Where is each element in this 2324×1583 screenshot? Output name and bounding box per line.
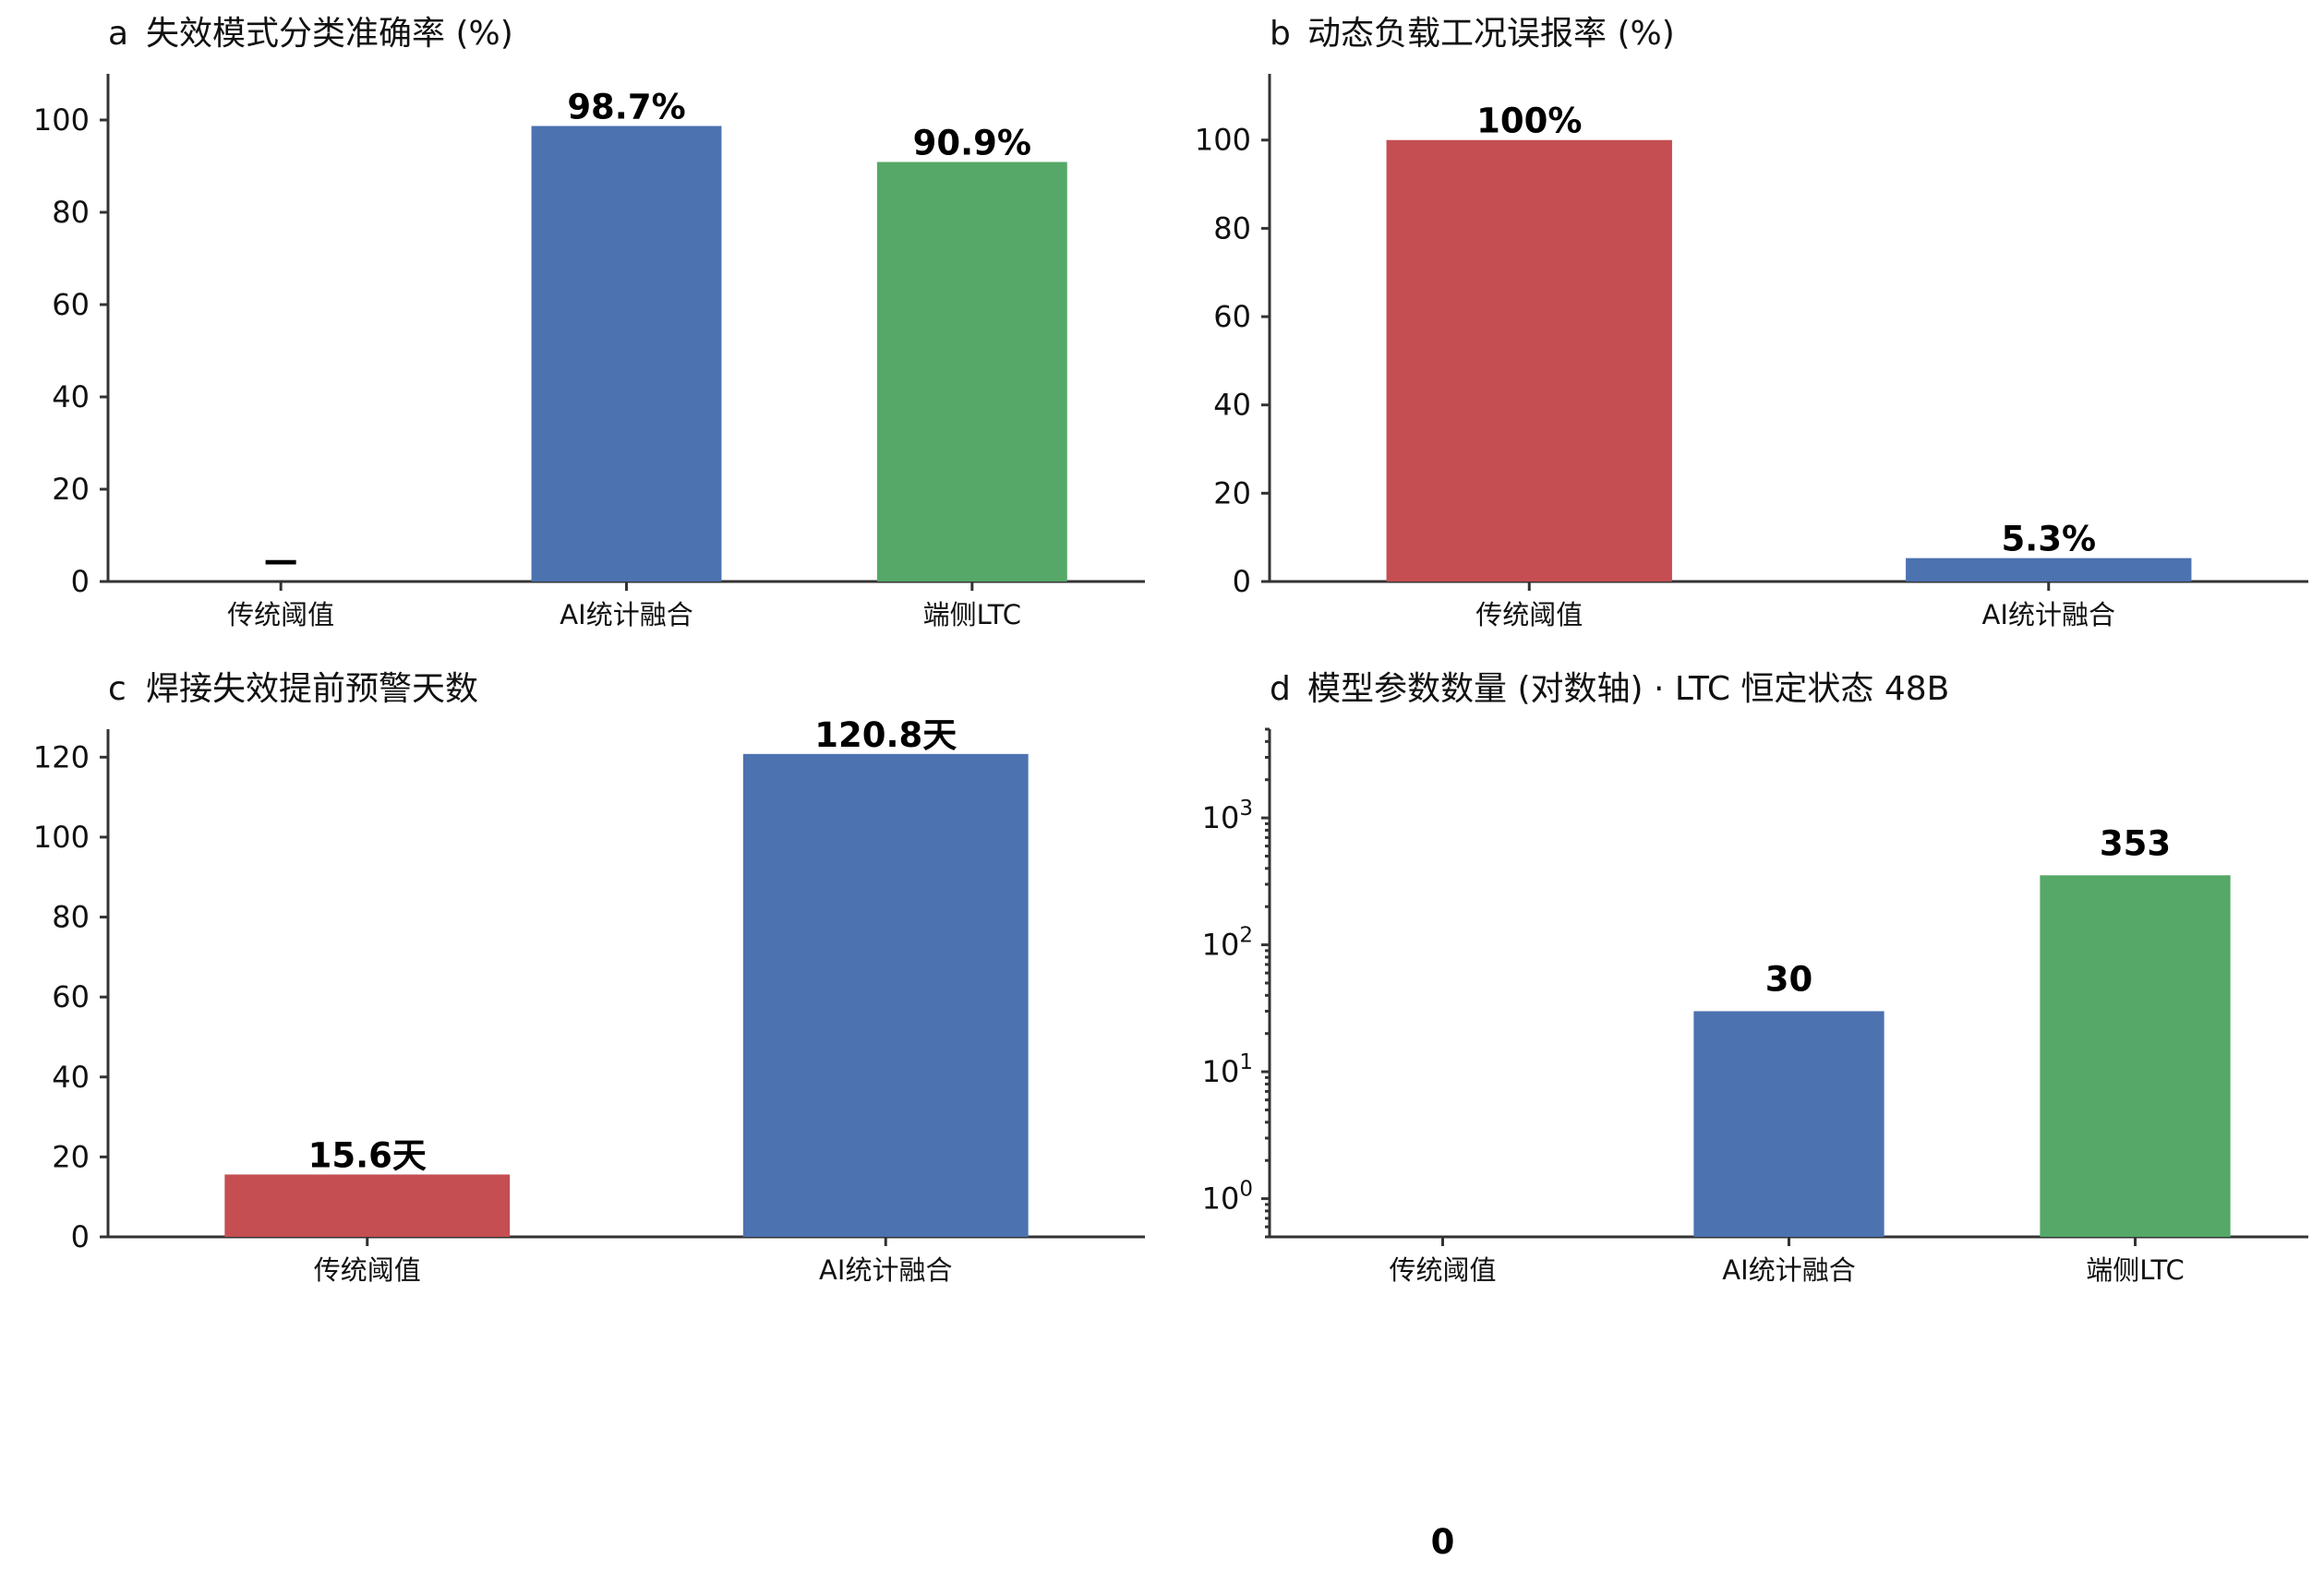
panel-letter: c: [108, 670, 126, 708]
panel-title: 失效模式分类准确率 (%): [146, 15, 513, 53]
x-tick-label: 传统阈值: [227, 599, 334, 630]
y-tick-label: 103: [1202, 797, 1253, 835]
bar: [1386, 139, 1672, 582]
data-label: —: [264, 541, 298, 581]
y-tick-label: 40: [52, 379, 90, 414]
panel-letter: a: [108, 15, 128, 53]
data-label: 0: [1431, 1522, 1455, 1562]
y-tick-label: 100: [1195, 123, 1251, 158]
y-tick-label: 80: [52, 195, 90, 230]
bar: [224, 1174, 511, 1237]
y-tick-label: 40: [1213, 388, 1251, 423]
y-tick-label: 100: [1202, 1178, 1253, 1217]
panel-d: d 模型参数数量 (对数轴) · LTC 恒定状态 48B 100 101 102 103…: [1202, 670, 2308, 1562]
y-tick-label: 20: [52, 472, 90, 507]
y-tick-label: 100: [33, 102, 90, 138]
x-tick-label: AI统计融合: [819, 1254, 952, 1286]
x-tick-label: 端侧LTC: [2086, 1254, 2184, 1286]
y-tick-label: 100: [33, 820, 90, 855]
data-label: 15.6天: [308, 1135, 427, 1175]
y-tick-label: 0: [71, 564, 90, 599]
y-tick-label: 120: [33, 739, 90, 774]
data-label: 353: [2100, 823, 2171, 863]
x-tick-label: 传统阈值: [314, 1254, 421, 1286]
panel-title: 模型参数数量 (对数轴) · LTC 恒定状态 48B: [1307, 670, 1949, 708]
x-tick-label: AI统计融合: [1722, 1254, 1855, 1286]
panel-letter: b: [1270, 15, 1291, 53]
x-tick-label: AI统计融合: [1982, 599, 2115, 630]
y-tick-label: 20: [1213, 475, 1251, 510]
y-tick-label: 60: [1213, 299, 1251, 334]
data-label: 120.8天: [814, 715, 957, 755]
y-tick-label: 60: [52, 287, 90, 322]
panel-c: c 焊接失效提前预警天数 0 20 40 60 80 100 120 传统阈值 15.6天 AI统计融…: [33, 670, 1145, 1286]
bar: [1693, 1011, 1884, 1237]
data-label: 30: [1765, 960, 1813, 1000]
panel-b: b 动态负载工况误报率 (%) 0 20 40 60 80 100 传统阈值 100% AI统计融合…: [1195, 15, 2308, 630]
y-tick-label: 0: [1233, 564, 1251, 599]
panel-letter: d: [1270, 670, 1291, 708]
y-tick-label: 20: [52, 1139, 90, 1174]
y-tick-label: 80: [52, 900, 90, 935]
y-tick-label: 80: [1213, 210, 1251, 246]
y-tick-label: 60: [52, 979, 90, 1014]
x-tick-label: AI统计融合: [560, 599, 692, 630]
bar: [876, 162, 1067, 582]
bar: [1906, 558, 2192, 582]
x-tick-label: 传统阈值: [1389, 1254, 1496, 1286]
x-tick-label: 传统阈值: [1475, 599, 1583, 630]
data-label: 98.7%: [567, 88, 685, 127]
data-label: 90.9%: [913, 124, 1031, 163]
y-tick-label: 101: [1202, 1050, 1253, 1089]
panel-a: a 失效模式分类准确率 (%) 0 20 40 60 80 100 传统阈值 — AI统计融合 98.…: [33, 15, 1145, 630]
y-tick-label: 102: [1202, 924, 1253, 963]
panel-title: 焊接失效提前预警天数: [146, 670, 478, 708]
bar: [531, 126, 722, 582]
panel-title: 动态负载工况误报率 (%): [1307, 15, 1675, 53]
bar: [2040, 875, 2231, 1237]
data-label: 5.3%: [2001, 520, 2096, 559]
bar: [742, 753, 1029, 1237]
data-label: 100%: [1476, 102, 1582, 141]
x-tick-label: 端侧LTC: [923, 599, 1021, 630]
y-tick-label: 40: [52, 1060, 90, 1095]
y-tick-label: 0: [71, 1219, 90, 1254]
